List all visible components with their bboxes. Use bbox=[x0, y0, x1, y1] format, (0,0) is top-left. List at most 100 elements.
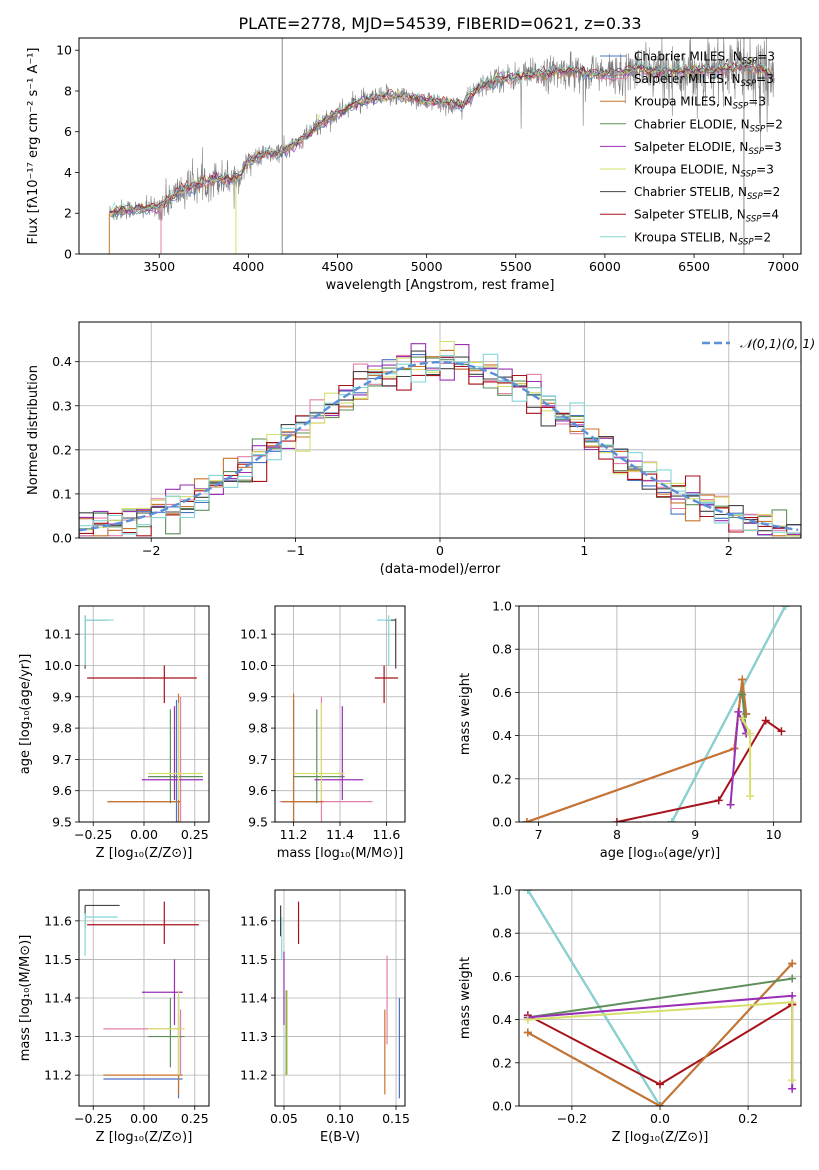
y-tick-label: 11.2 bbox=[44, 1068, 72, 1083]
axes-frame bbox=[274, 889, 406, 1107]
model-spectrum-chabrier-stelib bbox=[109, 60, 774, 214]
y-tick-label: 10.0 bbox=[240, 658, 268, 673]
x-tick-label: 6000 bbox=[589, 259, 621, 274]
y-tick-label: 11.5 bbox=[44, 952, 72, 967]
y-axis-label: mass weight bbox=[458, 673, 473, 755]
plot-area bbox=[279, 615, 399, 822]
y-tick-label: 9.6 bbox=[248, 783, 268, 798]
weight-marker bbox=[523, 1015, 532, 1024]
y-tick-label: 9.7 bbox=[248, 752, 268, 767]
plot-area bbox=[108, 38, 775, 254]
y-tick-label: 8 bbox=[64, 83, 72, 98]
x-tick-label: 5000 bbox=[411, 259, 443, 274]
errorbar-salpeter-stelib bbox=[87, 665, 197, 704]
errorbar-kroupa-stelib bbox=[377, 615, 392, 666]
legend-label: Kroupa ELODIE, NSSP=3 bbox=[634, 163, 774, 180]
weight-marker bbox=[738, 675, 747, 684]
x-tick-label: −2 bbox=[142, 543, 160, 558]
model-spectrum-salpeter-stelib bbox=[109, 61, 774, 213]
y-tick-label: 9.6 bbox=[52, 783, 72, 798]
x-tick-label: 0.0 bbox=[650, 1111, 670, 1126]
y-tick-label: 0.0 bbox=[52, 531, 72, 546]
errorbar-salpeter-stelib bbox=[87, 901, 199, 944]
weight-marker bbox=[522, 818, 531, 822]
model-spectrum-salpeter-elodie bbox=[109, 61, 774, 215]
y-tick-label: 11.6 bbox=[240, 913, 268, 928]
weight-marker bbox=[788, 974, 797, 983]
weight-marker bbox=[656, 1080, 664, 1089]
x-tick-label: 7000 bbox=[767, 259, 799, 274]
plot-area bbox=[522, 606, 790, 822]
errorbar-chabrier-elodie bbox=[148, 998, 185, 1068]
y-tick-label: 10 bbox=[56, 43, 72, 58]
y-tick-label: 9.7 bbox=[52, 752, 72, 767]
legend-label: 𝒩(0,1)(0, 1) bbox=[740, 336, 815, 351]
x-tick-label: 2 bbox=[725, 543, 733, 558]
plot-area bbox=[280, 901, 400, 1099]
y-tick-label: 10.1 bbox=[240, 627, 268, 642]
legend-label: Kroupa STELIB, NSSP=2 bbox=[634, 230, 771, 247]
weight-marker bbox=[714, 796, 723, 805]
y-axis-label: Flux [fλ10⁻¹⁷ erg cm⁻² s⁻¹ A⁻¹] bbox=[26, 48, 41, 245]
weight-marker bbox=[738, 690, 747, 699]
y-tick-label: 11.4 bbox=[44, 991, 72, 1006]
weight-marker bbox=[726, 800, 735, 809]
weight-marker bbox=[788, 998, 797, 1007]
x-tick-label: 3500 bbox=[143, 259, 175, 274]
y-tick-label: 11.4 bbox=[240, 991, 268, 1006]
errorbar-kroupa-elodie bbox=[293, 703, 345, 801]
x-tick-label: 11.4 bbox=[326, 827, 354, 842]
x-axis-label: age [log₁₀(age/yr)] bbox=[600, 846, 721, 861]
y-tick-label: 9.8 bbox=[248, 721, 268, 736]
y-tick-label: 0.8 bbox=[492, 642, 512, 657]
y-tick-label: 1.0 bbox=[492, 599, 512, 614]
y-axis-label: Normed distribution bbox=[26, 365, 41, 495]
weight-marker bbox=[746, 792, 755, 801]
y-axis-label: mass weight bbox=[458, 957, 473, 1039]
errorbar-kroupa-stelib bbox=[84, 615, 114, 666]
y-tick-label: 0.3 bbox=[52, 398, 72, 413]
weight-marker bbox=[612, 818, 621, 822]
weight-marker bbox=[523, 1028, 532, 1037]
y-tick-label: 1.0 bbox=[492, 883, 512, 898]
x-tick-label: 9 bbox=[691, 827, 699, 842]
axes-frame bbox=[274, 605, 406, 823]
weight-marker bbox=[788, 1084, 797, 1093]
y-tick-label: 6 bbox=[64, 124, 72, 139]
weight-marker bbox=[781, 606, 790, 610]
errorbar-chabrier-miles bbox=[281, 699, 324, 822]
weight-line-kroupa-miles bbox=[527, 962, 793, 1106]
legend-label: Chabrier MILES, NSSP=3 bbox=[634, 50, 775, 67]
legend-label: Salpeter STELIB, NSSP=4 bbox=[634, 208, 779, 225]
figure-title: PLATE=2778, MJD=54539, FIBERID=0621, z=0… bbox=[238, 14, 641, 33]
x-tick-label: −1 bbox=[286, 543, 304, 558]
errorbar-salpeter-stelib bbox=[374, 665, 399, 704]
weight-line-chabrier-elodie bbox=[527, 977, 793, 1019]
x-axis-label: Z [log₁₀(Z/Z⊙)] bbox=[96, 1130, 193, 1145]
x-tick-label: 11.6 bbox=[373, 827, 401, 842]
y-tick-label: 9.9 bbox=[52, 689, 72, 704]
y-tick-label: 0.4 bbox=[492, 1012, 512, 1027]
plot-area bbox=[84, 615, 203, 822]
panel-mass-vs-Z: −0.25 0.00 0.25 11.2 11.3 11.4 11.5 11.6 Z [log₁… bbox=[18, 889, 210, 1145]
y-tick-label: 11.6 bbox=[44, 913, 72, 928]
weight-line-salpeter-stelib bbox=[616, 719, 782, 822]
x-tick-label: 1 bbox=[580, 543, 588, 558]
panel-mass-vs-EBV: 0.05 0.10 0.15 11.2 11.3 11.4 11.5 11.6 E(B-V) bbox=[240, 889, 410, 1145]
x-tick-label: 0.25 bbox=[181, 1111, 209, 1126]
plot-area bbox=[84, 901, 199, 1099]
panel-age-vs-mass: 11.2 11.4 11.6 9.5 9.6 9.7 9.8 9.9 10.0 10.1 mass … bbox=[240, 605, 406, 861]
y-tick-label: 0.8 bbox=[492, 926, 512, 941]
x-tick-label: 0.00 bbox=[130, 1111, 158, 1126]
errorbar-salpeter-elodie bbox=[314, 706, 364, 801]
panel-weight-vs-Z: −0.2 0.0 0.2 0.0 0.2 0.4 0.6 0.8 1.0 Z [log₁₀(Z/Z… bbox=[458, 883, 802, 1145]
y-tick-label: 9.8 bbox=[52, 721, 72, 736]
weight-marker bbox=[734, 707, 743, 716]
y-tick-label: 0.2 bbox=[492, 1055, 512, 1070]
legend-label: Kroupa MILES, NSSP=3 bbox=[634, 95, 766, 112]
x-axis-label: E(B-V) bbox=[320, 1130, 360, 1145]
x-tick-label: 0.05 bbox=[270, 1111, 298, 1126]
x-tick-label: 4500 bbox=[322, 259, 354, 274]
y-tick-label: 10.1 bbox=[44, 627, 72, 642]
legend-label: Salpeter MILES, NSSP=3 bbox=[634, 72, 774, 89]
